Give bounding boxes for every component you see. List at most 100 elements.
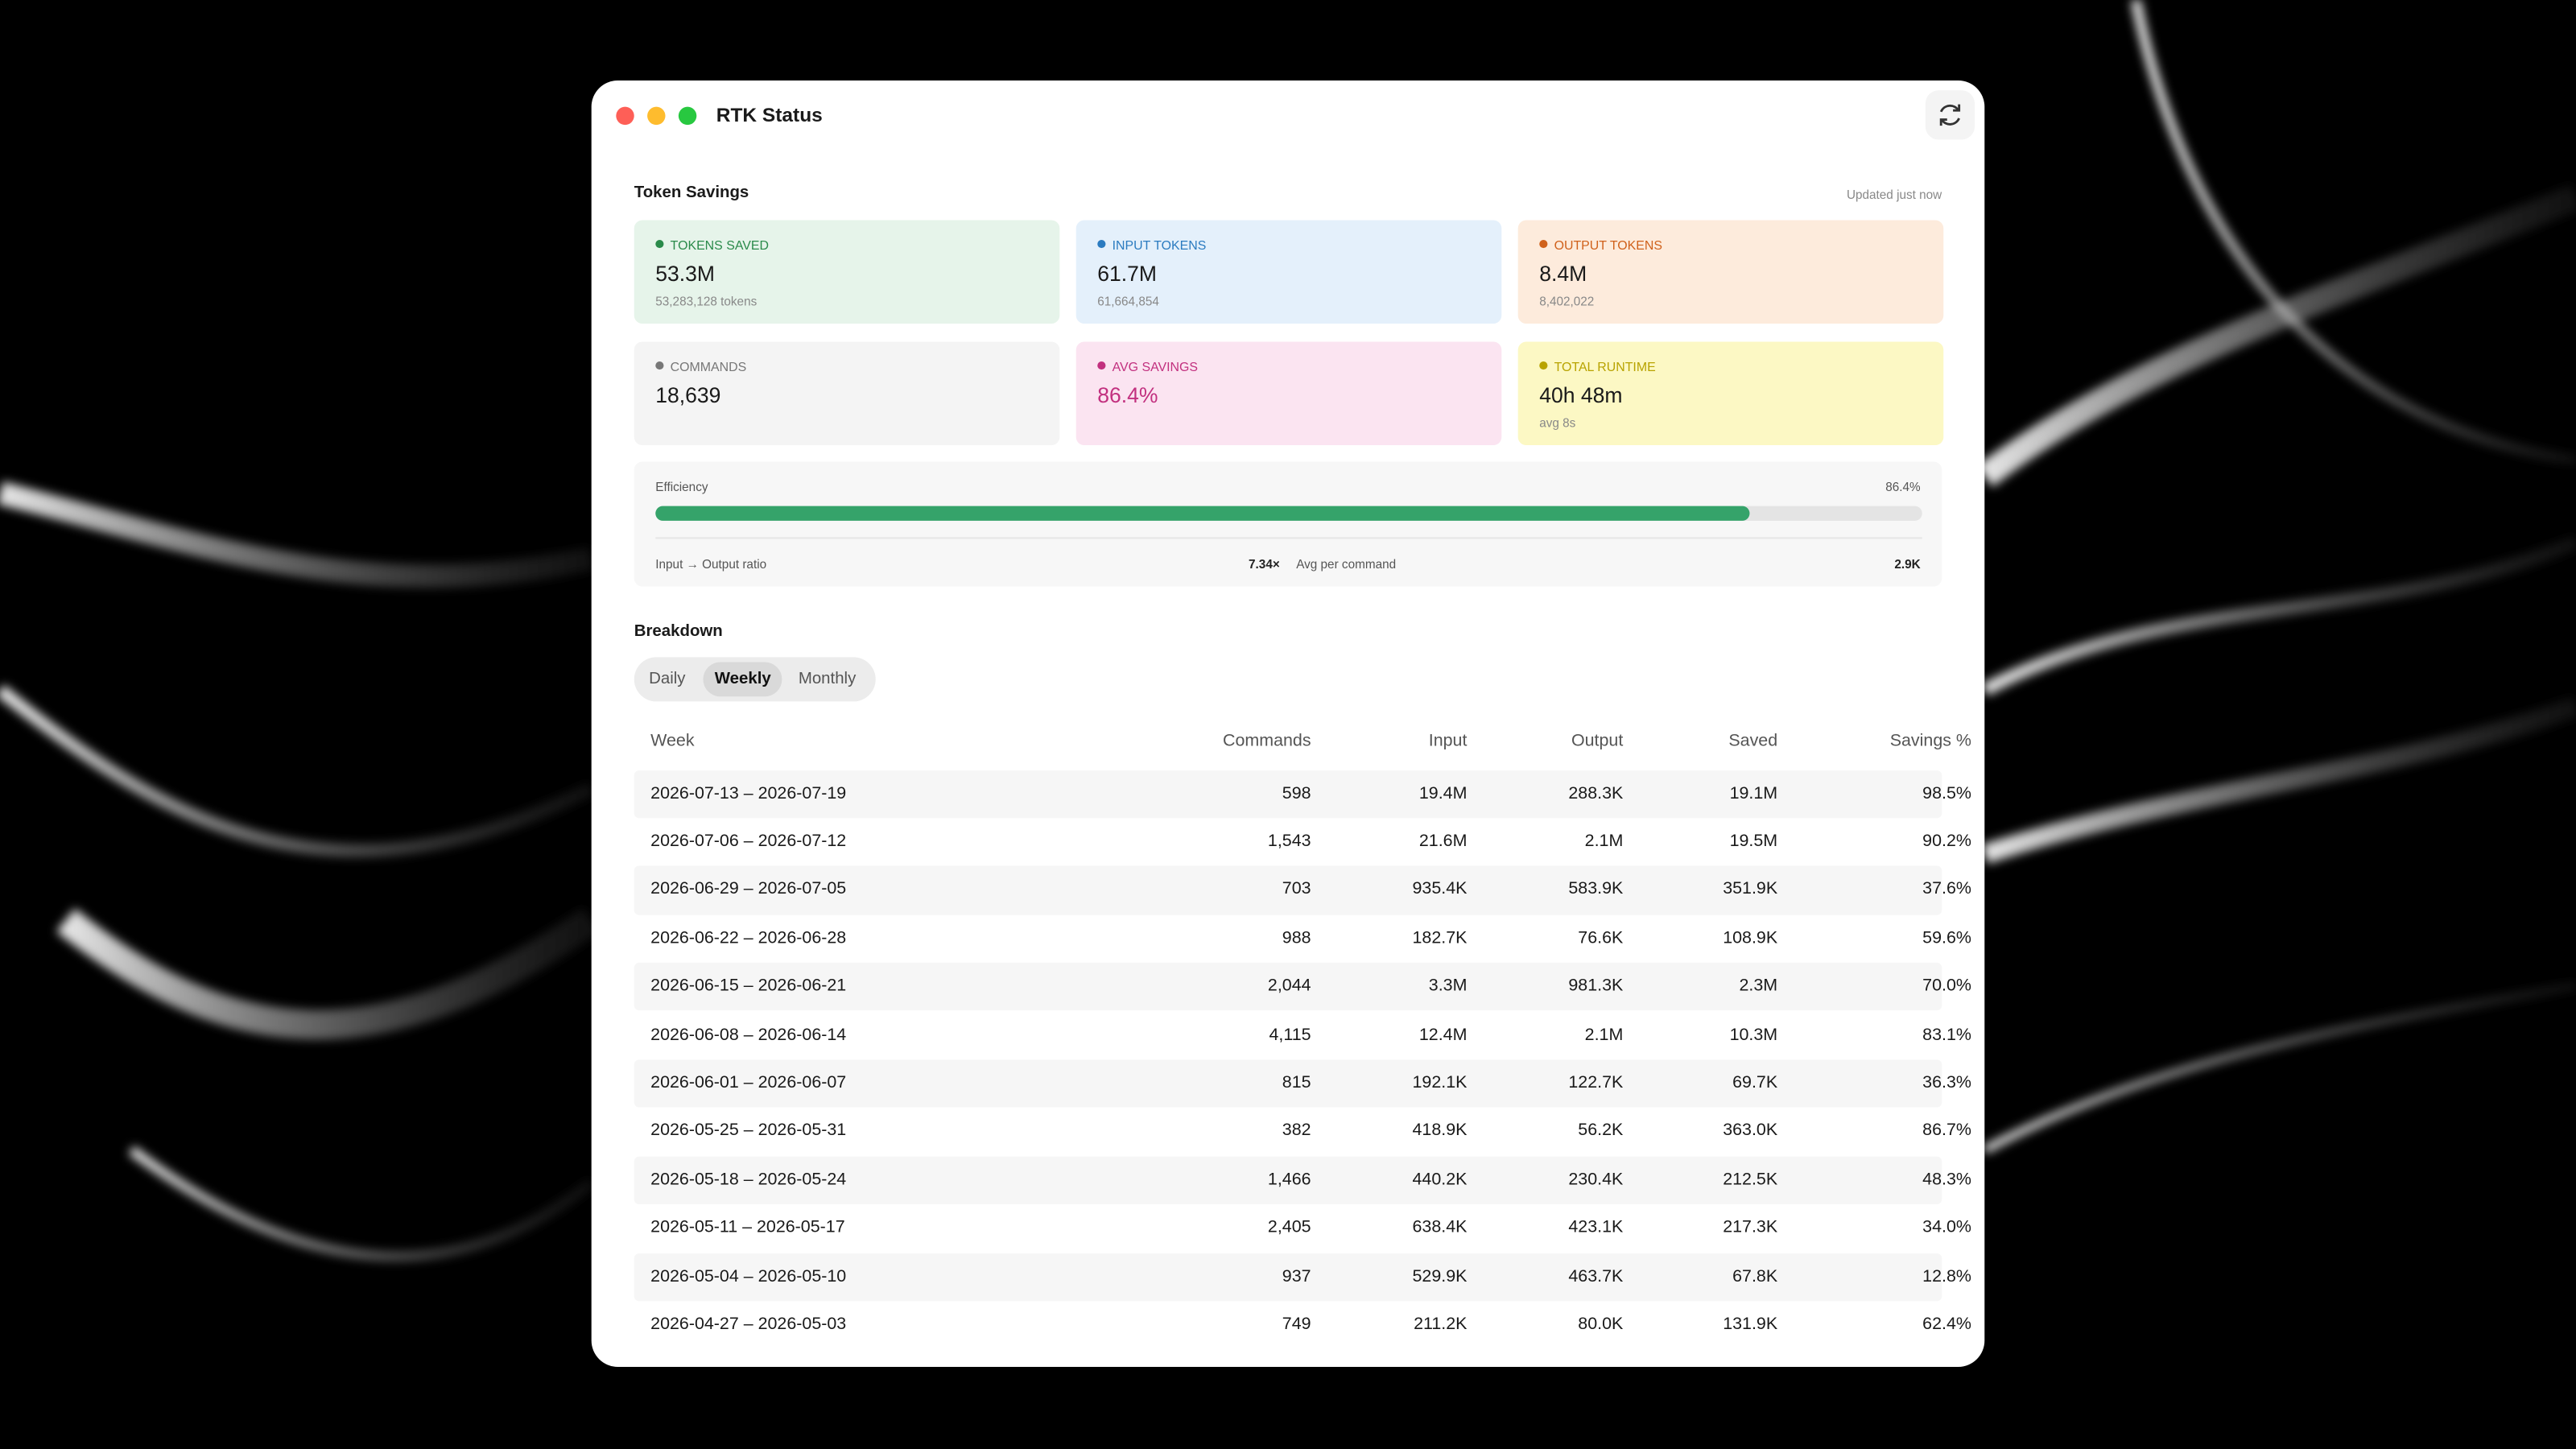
table-cell: 70.0% [1922,976,1971,996]
stat-card: TOTAL RUNTIME 40h 48m avg 8s [1517,341,1944,445]
card-detail: 8,402,022 [1539,294,1595,309]
stat-card: INPUT TOKENS 61.7M 61,664,854 [1075,220,1502,324]
efficiency-label: Efficiency [655,479,708,495]
table-cell: 108.9K [1723,927,1778,947]
card-detail: avg 8s [1539,415,1576,430]
table-cell: 76.6K [1578,927,1624,947]
table-cell: 12.8% [1922,1265,1971,1286]
table-row: 2026-05-04 – 2026-05-10 937 529.9K 463.7K 67… [634,1253,1971,1302]
updated-note: Updated just now [1846,187,1942,203]
table-cell: 21.6M [1418,831,1468,851]
column-header: Savings % [1889,731,1971,751]
card-value: 8.4M [1539,261,1587,287]
table-cell: 440.2K [1412,1169,1468,1189]
divider [655,537,1922,539]
table-cell: 34.0% [1922,1217,1971,1237]
card-label: TOTAL RUNTIME [1539,359,1656,374]
table-cell: 598 [1282,782,1311,803]
table-cell: 1,466 [1267,1169,1311,1189]
tab[interactable]: Monthly [798,670,857,689]
card-value: 40h 48m [1539,382,1623,407]
table-cell: 2026-07-06 – 2026-07-12 [650,831,847,851]
card-label: COMMANDS [655,359,747,374]
table-cell: 937 [1282,1265,1311,1286]
card-label: OUTPUT TOKENS [1539,238,1662,253]
card-detail: 53,283,128 tokens [655,294,758,309]
tab[interactable]: Weekly [703,662,783,697]
tab-group: Daily Weekly Monthly [634,657,876,702]
table-cell: 418.9K [1412,1121,1468,1141]
table-cell: 192.1K [1412,1072,1468,1092]
card-label: INPUT TOKENS [1097,238,1207,253]
table-cell: 2026-05-04 – 2026-05-10 [650,1265,847,1286]
table-cell: 62.4% [1922,1314,1971,1334]
table-row: 2026-05-18 – 2026-05-24 1,466 440.2K 230.4K… [634,1156,1971,1205]
table-cell: 363.0K [1723,1121,1778,1141]
table-cell: 19.4M [1418,782,1468,803]
table-cell: 2.1M [1584,831,1624,851]
card-value: 61.7M [1097,261,1158,287]
table-cell: 2026-06-29 – 2026-07-05 [650,879,847,899]
ratio-value: 7.34× [1249,556,1280,572]
table-cell: 36.3% [1922,1072,1971,1092]
column-header: Week [650,731,695,751]
table-row: 2026-07-06 – 2026-07-12 1,543 21.6M 2.1M 19.… [634,818,1971,866]
table-cell: 638.4K [1412,1217,1468,1237]
table-cell: 2.1M [1584,1024,1624,1044]
table-cell: 2026-05-11 – 2026-05-17 [650,1217,845,1237]
table-cell: 56.2K [1578,1121,1624,1141]
efficiency-bar [655,506,1750,521]
table-row: 2026-05-11 – 2026-05-17 2,405 638.4K 423.1K… [634,1204,1971,1253]
table-cell: 351.9K [1723,879,1778,899]
section-title: Token Savings [634,184,749,203]
table-cell: 749 [1282,1314,1311,1334]
table-cell: 131.9K [1723,1314,1778,1334]
close-button[interactable] [616,106,634,126]
table-cell: 2.3M [1739,976,1778,996]
avg-value: 2.9K [1894,556,1921,572]
card-label: TOKENS SAVED [655,238,769,253]
table-row: 2026-06-01 – 2026-06-07 815 192.1K 122.7K 69… [634,1059,1971,1108]
table-cell: 382 [1282,1121,1311,1141]
table-cell: 83.1% [1922,1024,1971,1044]
table-cell: 122.7K [1568,1072,1624,1092]
table-cell: 59.6% [1922,927,1971,947]
minimize-button[interactable] [647,106,666,126]
table-cell: 90.2% [1922,831,1971,851]
efficiency-track [655,506,1922,521]
table-cell: 19.1M [1729,782,1778,803]
table-cell: 583.9K [1568,879,1624,899]
stat-card: OUTPUT TOKENS 8.4M 8,402,022 [1517,220,1944,324]
table-cell: 211.2K [1414,1314,1468,1334]
table-cell: 212.5K [1723,1169,1778,1189]
table-cell: 98.5% [1922,782,1971,803]
card-value: 53.3M [655,261,716,287]
card-label: AVG SAVINGS [1097,359,1198,374]
card-detail: 61,664,854 [1097,294,1159,309]
table-cell: 2,405 [1267,1217,1311,1237]
column-header: Output [1571,731,1624,751]
stat-card: AVG SAVINGS 86.4% [1075,341,1502,445]
table-cell: 2026-06-08 – 2026-06-14 [650,1024,847,1044]
table-cell: 3.3M [1428,976,1468,996]
table-cell: 981.3K [1568,976,1624,996]
table-cell: 988 [1282,927,1311,947]
zoom-button[interactable] [678,106,697,126]
table-cell: 37.6% [1922,879,1971,899]
table-cell: 86.7% [1922,1121,1971,1141]
tab[interactable]: Daily [649,670,686,689]
column-header: Commands [1222,731,1311,751]
table-cell: 935.4K [1412,879,1468,899]
table-row: 2026-06-08 – 2026-06-14 4,115 12.4M 2.1M 10.… [634,1011,1971,1059]
table-cell: 48.3% [1922,1169,1971,1189]
table-cell: 2026-05-25 – 2026-05-31 [650,1121,847,1141]
table-cell: 529.9K [1412,1265,1468,1286]
table-cell: 69.7K [1732,1072,1778,1092]
table-cell: 288.3K [1568,782,1624,803]
table-cell: 2026-04-27 – 2026-05-03 [650,1314,847,1334]
table-cell: 67.8K [1732,1265,1778,1286]
table-cell: 10.3M [1729,1024,1778,1044]
refresh-button[interactable] [1925,90,1975,140]
